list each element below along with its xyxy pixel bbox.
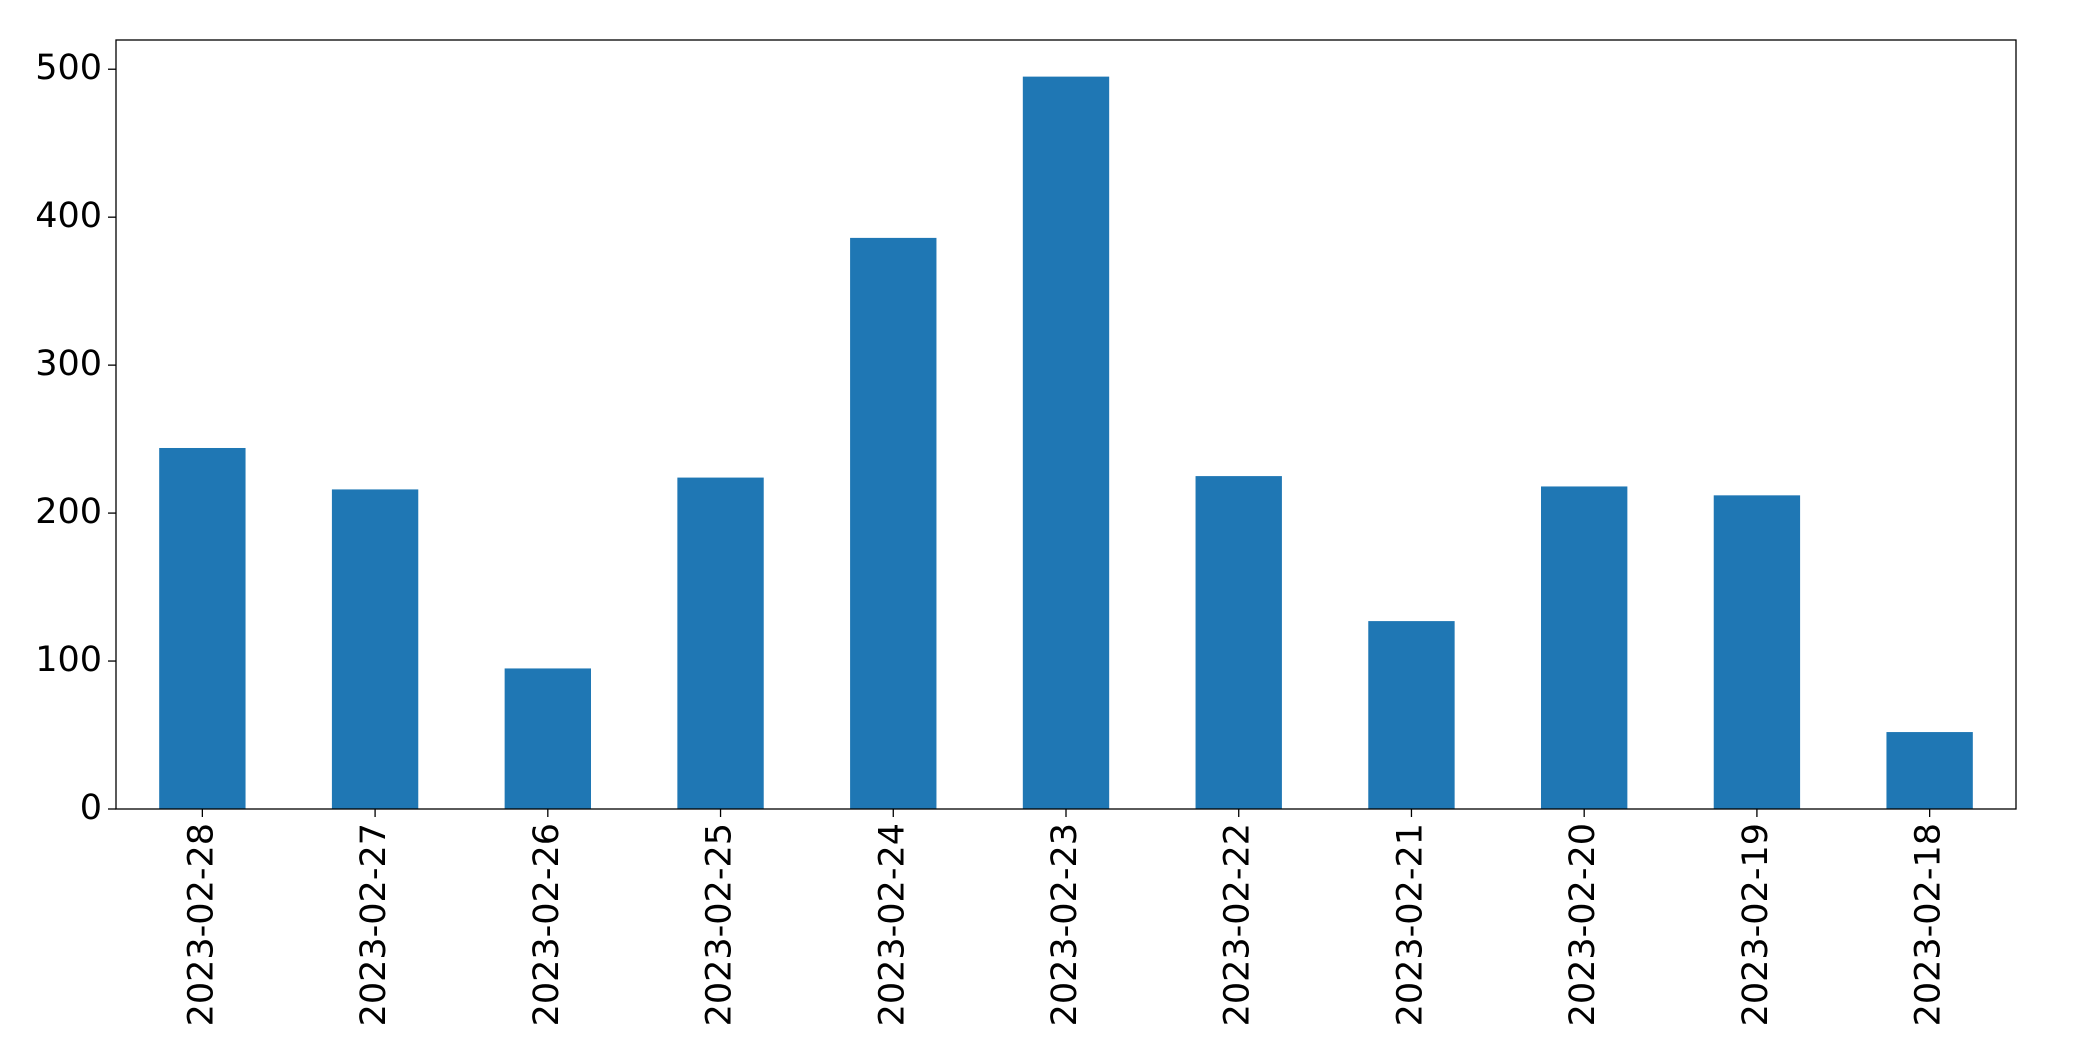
y-tick-label: 500 xyxy=(35,48,102,88)
x-tick-label: 2023-02-26 xyxy=(527,823,567,1026)
y-tick-label: 300 xyxy=(35,344,102,384)
x-tick-label: 2023-02-24 xyxy=(872,823,912,1026)
bar xyxy=(1195,476,1282,809)
bar xyxy=(159,447,246,809)
bar xyxy=(1022,76,1110,810)
plot-frame xyxy=(115,39,2017,810)
y-tick-label: 100 xyxy=(35,640,102,680)
bar xyxy=(850,237,937,809)
bar xyxy=(677,477,764,809)
x-tick-label: 2023-02-27 xyxy=(354,823,394,1026)
x-tick-label: 2023-02-20 xyxy=(1563,823,1603,1026)
bar xyxy=(504,668,591,809)
y-tick-label: 200 xyxy=(35,492,102,532)
bar xyxy=(331,489,419,809)
bar xyxy=(1368,621,1455,809)
x-tick-label: 2023-02-25 xyxy=(700,823,740,1026)
x-tick-label: 2023-02-22 xyxy=(1218,823,1258,1026)
x-tick-label: 2023-02-19 xyxy=(1736,823,1776,1026)
bar xyxy=(1713,495,1801,809)
bar xyxy=(1541,486,1628,809)
x-tick-label: 2023-02-23 xyxy=(1045,823,1085,1026)
y-tick-label: 400 xyxy=(35,196,102,236)
bar xyxy=(1886,732,1973,809)
x-tick-label: 2023-02-21 xyxy=(1390,823,1430,1026)
y-tick-label: 0 xyxy=(80,788,102,828)
x-tick-label: 2023-02-28 xyxy=(181,823,221,1026)
x-tick-label: 2023-02-18 xyxy=(1909,823,1949,1026)
